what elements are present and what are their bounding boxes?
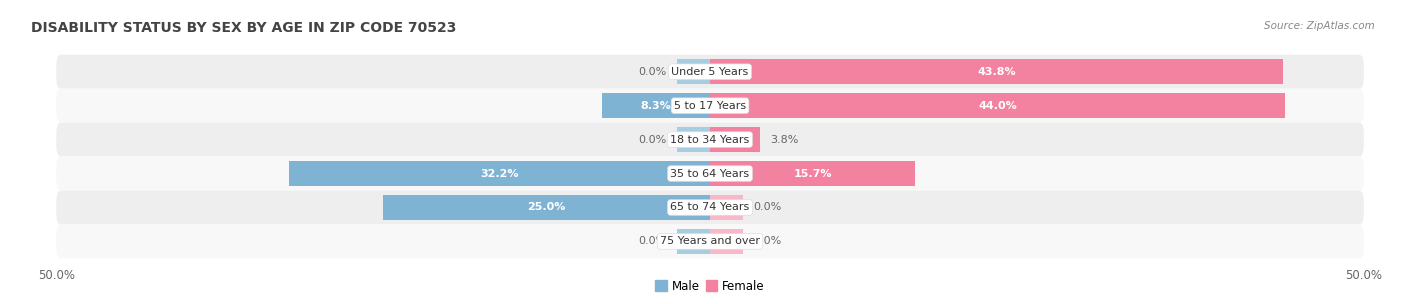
FancyBboxPatch shape (56, 224, 1364, 258)
Text: 35 to 64 Years: 35 to 64 Years (671, 168, 749, 178)
Text: Source: ZipAtlas.com: Source: ZipAtlas.com (1264, 21, 1375, 31)
Bar (290, 161, 710, 186)
Text: 0.0%: 0.0% (638, 67, 666, 77)
Bar (710, 161, 915, 186)
Text: DISABILITY STATUS BY SEX BY AGE IN ZIP CODE 70523: DISABILITY STATUS BY SEX BY AGE IN ZIP C… (31, 21, 457, 35)
Text: 0.0%: 0.0% (754, 202, 782, 212)
Bar (602, 93, 710, 118)
Text: 0.0%: 0.0% (638, 237, 666, 247)
Text: 8.3%: 8.3% (640, 101, 671, 111)
Text: 15.7%: 15.7% (793, 168, 832, 178)
FancyBboxPatch shape (56, 157, 1364, 191)
Text: 43.8%: 43.8% (977, 67, 1015, 77)
Text: 44.0%: 44.0% (979, 101, 1017, 111)
Text: 75 Years and over: 75 Years and over (659, 237, 761, 247)
Text: 3.8%: 3.8% (770, 135, 799, 145)
Bar (382, 195, 710, 220)
Text: Under 5 Years: Under 5 Years (672, 67, 748, 77)
Text: 25.0%: 25.0% (527, 202, 565, 212)
Bar (678, 60, 710, 84)
Bar (710, 93, 1285, 118)
Bar (710, 60, 1282, 84)
Bar (678, 229, 710, 254)
Text: 65 to 74 Years: 65 to 74 Years (671, 202, 749, 212)
Text: 5 to 17 Years: 5 to 17 Years (673, 101, 747, 111)
Bar (710, 229, 742, 254)
FancyBboxPatch shape (56, 55, 1364, 89)
FancyBboxPatch shape (56, 89, 1364, 123)
Legend: Male, Female: Male, Female (651, 275, 769, 297)
Text: 32.2%: 32.2% (481, 168, 519, 178)
Bar (678, 127, 710, 152)
Bar (710, 127, 759, 152)
Text: 0.0%: 0.0% (638, 135, 666, 145)
Text: 18 to 34 Years: 18 to 34 Years (671, 135, 749, 145)
Bar (710, 195, 742, 220)
FancyBboxPatch shape (56, 123, 1364, 157)
Text: 0.0%: 0.0% (754, 237, 782, 247)
FancyBboxPatch shape (56, 191, 1364, 224)
